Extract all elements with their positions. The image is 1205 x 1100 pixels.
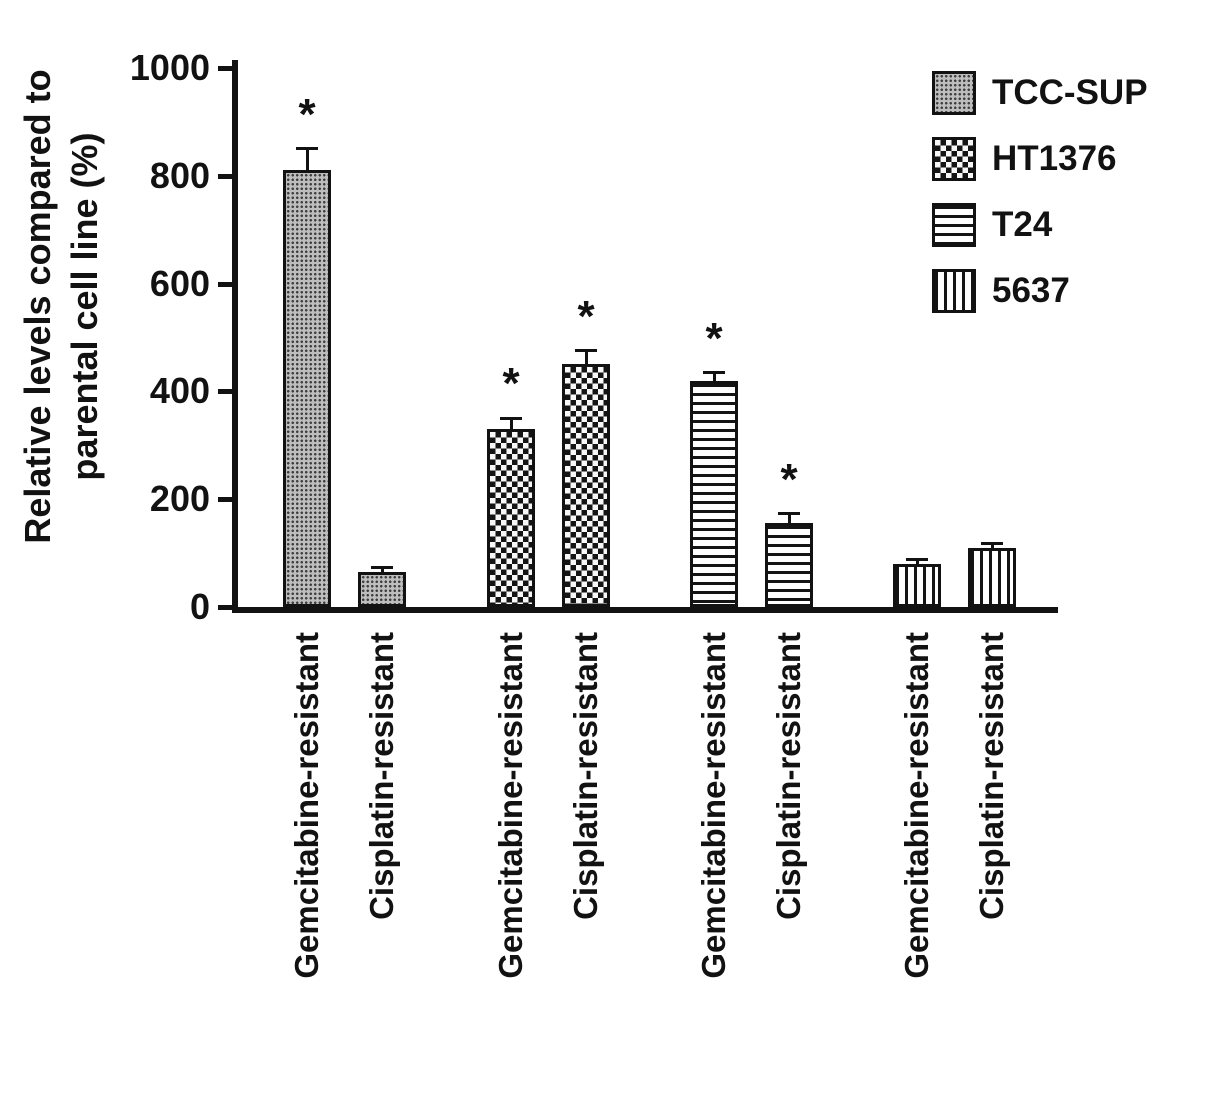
legend-label: 5637: [992, 270, 1070, 310]
x-tick-label: Cisplatin-resistant: [973, 632, 1010, 920]
y-axis-title: Relative levels compared to parental cel…: [14, 25, 110, 588]
legend-item-T24: T24: [932, 202, 1148, 247]
y-tick: [218, 281, 232, 287]
legend-swatch-stipple: [932, 70, 976, 115]
error-bar-line: [990, 543, 994, 548]
legend-item-HT1376: HT1376: [932, 136, 1148, 181]
y-tick-label: 400: [149, 370, 210, 412]
legend: TCC-SUP HT1376 T24 5637: [932, 70, 1148, 313]
y-tick: [218, 389, 232, 395]
error-bar-cap: [371, 566, 393, 570]
y-tick: [218, 497, 232, 503]
x-tick-label: Gemcitabine-resistant: [898, 632, 935, 979]
error-bar-cap: [906, 558, 928, 562]
y-axis-title-line1: Relative levels compared to: [17, 69, 58, 544]
error-bar-line: [787, 513, 791, 524]
y-tick: [218, 66, 232, 71]
x-tick-label: Cisplatin-resistant: [770, 632, 807, 920]
error-bar-cap: [703, 371, 725, 375]
error-bar-cap: [296, 147, 318, 151]
bar-5637-cisplatin: [968, 547, 1016, 607]
bar-HT1376-gemcitabine: [487, 429, 535, 607]
bar-T24-cisplatin: [765, 523, 813, 607]
significance-asterisk: *: [502, 359, 520, 409]
bar-T24-gemcitabine: [690, 380, 738, 607]
legend-item-5637: 5637: [932, 268, 1148, 313]
y-tick-label: 0: [189, 586, 210, 627]
y-tick-label: 600: [149, 262, 210, 304]
error-bar-cap: [575, 349, 597, 353]
x-tick-label: Cisplatin-resistant: [363, 632, 400, 920]
x-axis-line: [232, 607, 1058, 613]
significance-asterisk: *: [705, 313, 723, 363]
bar-5637-gemcitabine: [893, 563, 941, 607]
error-bar-line: [305, 148, 309, 171]
legend-label: TCC-SUP: [992, 72, 1148, 112]
bar-TCC-SUP-gemcitabine: [283, 170, 331, 607]
x-tick-label: Cisplatin-resistant: [567, 632, 604, 920]
error-bar-line: [584, 350, 588, 365]
legend-label: HT1376: [992, 138, 1117, 178]
legend-swatch-checker: [932, 136, 976, 181]
legend-swatch-vlines: [932, 268, 976, 313]
significance-asterisk: *: [577, 291, 595, 341]
y-axis-line: [232, 60, 238, 613]
x-tick-label: Gemcitabine-resistant: [288, 632, 325, 979]
error-bar-line: [509, 418, 513, 430]
significance-asterisk: *: [298, 89, 316, 139]
error-bar-line: [915, 559, 919, 564]
bar-TCC-SUP-cisplatin: [358, 571, 406, 607]
error-bar-cap: [981, 541, 1003, 545]
error-bar-cap: [778, 512, 800, 516]
error-bar-line: [712, 372, 716, 381]
y-tick: [218, 173, 232, 179]
error-bar-cap: [500, 416, 522, 420]
significance-asterisk: *: [780, 454, 798, 504]
y-tick: [218, 605, 232, 610]
legend-label: T24: [992, 204, 1053, 244]
y-tick-label: 1000: [129, 47, 210, 88]
x-tick-label: Gemcitabine-resistant: [492, 632, 529, 979]
y-tick-label: 200: [149, 478, 210, 520]
error-bar-line: [380, 567, 384, 572]
bar-HT1376-cisplatin: [562, 364, 610, 607]
legend-item-TCC-SUP: TCC-SUP: [932, 70, 1148, 115]
y-tick-label: 800: [149, 154, 210, 196]
x-tick-label: Gemcitabine-resistant: [695, 632, 732, 979]
legend-swatch-hlines: [932, 202, 976, 247]
